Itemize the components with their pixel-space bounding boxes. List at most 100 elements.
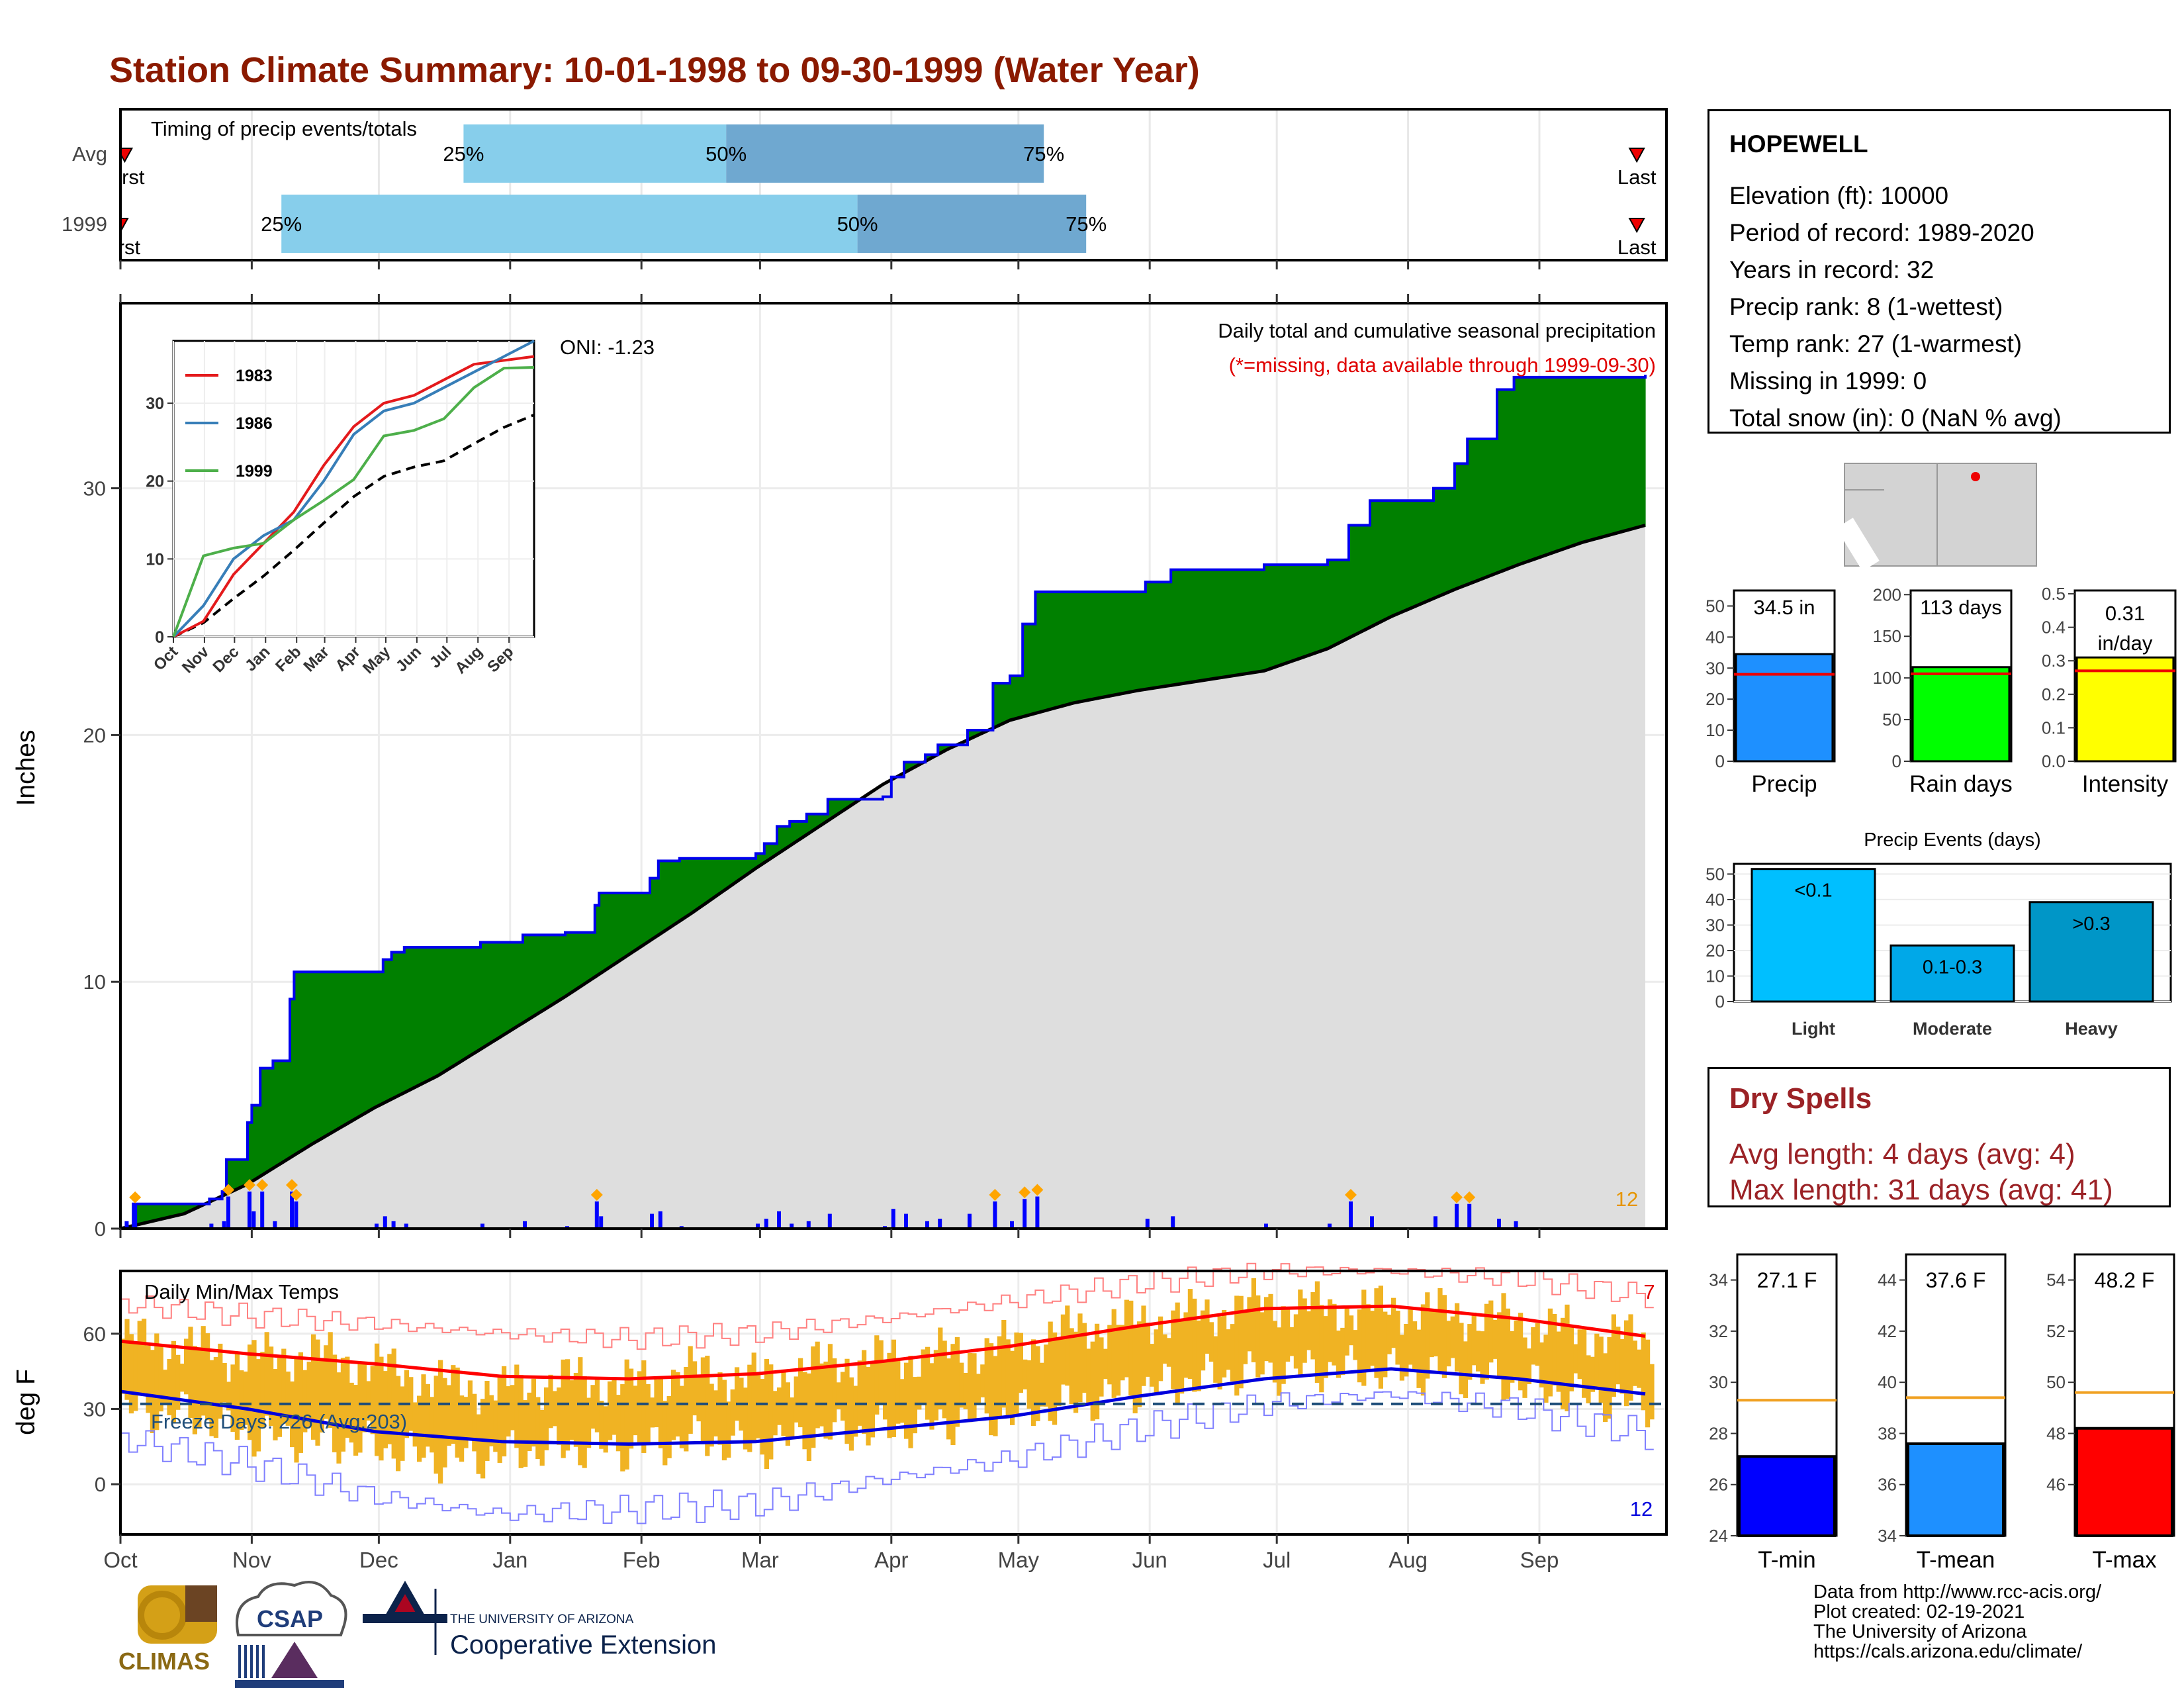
footer-note: Data from http://www.rcc-acis.org/ Plot …	[1813, 1582, 2101, 1662]
precip-surplus-segment	[1319, 565, 1324, 651]
temp-range-bar	[650, 1397, 655, 1427]
precip-surplus-segment	[510, 943, 515, 1031]
precip-surplus-segment	[1218, 570, 1222, 679]
events-bar-label: 0.1-0.3	[1923, 957, 1982, 978]
precip-surplus-segment	[1255, 570, 1260, 673]
mini-bar-name: Rain days	[1909, 771, 2013, 797]
temp-range-bar	[1124, 1300, 1129, 1378]
temp-range-bar	[688, 1346, 693, 1434]
temp-range-bar	[438, 1360, 443, 1484]
precip-surplus-segment	[1019, 676, 1023, 718]
temp-range-bar	[451, 1365, 455, 1444]
precip-surplus-segment	[586, 933, 591, 983]
events-y-tick-label: 0	[1715, 992, 1725, 1011]
csap-mountain	[271, 1642, 318, 1678]
precip-surplus-segment	[447, 947, 451, 1070]
location-map	[1844, 463, 2036, 566]
temp-range-bar	[1175, 1303, 1180, 1403]
precip-daily-bar	[659, 1211, 662, 1229]
precip-daily-bar	[1023, 1199, 1026, 1229]
precip-surplus-segment	[1328, 560, 1332, 649]
temp-bar-value-label: 27.1 F	[1757, 1268, 1817, 1292]
timing-bar-early	[463, 124, 726, 183]
precip-surplus-segment	[1612, 377, 1616, 535]
precip-surplus-segment	[1031, 624, 1036, 715]
temp-range-bar	[1044, 1344, 1048, 1407]
station-detail-line: Missing in 1999: 0	[1729, 363, 2149, 400]
precip-surplus-segment	[1408, 500, 1413, 609]
precip-surplus-segment	[1518, 377, 1523, 565]
precip-daily-bar	[1171, 1216, 1175, 1229]
precip-surplus-segment	[1281, 565, 1286, 665]
temp-range-bar	[222, 1363, 227, 1402]
precip-surplus-segment	[1040, 592, 1044, 712]
temp-range-bar	[1510, 1331, 1514, 1383]
precip-y-axis-label: Inches	[12, 730, 40, 806]
freeze-days-label: Freeze Days: 226 (Avg:203)	[151, 1410, 407, 1433]
inset-y-tick-label: 30	[146, 395, 164, 413]
precip-surplus-segment	[1107, 592, 1112, 696]
precip-surplus-segment	[633, 893, 637, 952]
precip-daily-bar	[294, 1201, 298, 1229]
temp-range-bar	[773, 1391, 778, 1435]
timing-marker-label: Last	[1617, 165, 1657, 189]
temp-range-bar	[1010, 1351, 1015, 1425]
precip-surplus-segment	[1175, 570, 1180, 685]
precip-surplus-segment	[1294, 565, 1298, 661]
temp-range-bar	[540, 1410, 545, 1466]
precip-surplus-segment	[1061, 592, 1066, 706]
precip-surplus-segment	[629, 893, 633, 955]
temp-range-bar	[1615, 1327, 1620, 1384]
temp-range-bar	[1298, 1289, 1302, 1375]
temp-range-bar	[574, 1373, 578, 1447]
precip-surplus-segment	[662, 861, 667, 933]
precip-daily-bar	[993, 1201, 997, 1229]
precip-surplus-segment	[671, 861, 676, 927]
temp-range-bar	[959, 1363, 964, 1408]
events-category-label: Heavy	[2065, 1019, 2118, 1039]
precip-surplus-segment	[502, 943, 506, 1037]
precip-surplus-segment	[138, 1204, 142, 1225]
precip-surplus-segment	[392, 952, 396, 1099]
temp-range-bar	[180, 1364, 185, 1391]
precip-surplus-segment	[1628, 377, 1633, 530]
dry-spells-box: Dry Spells Avg length: 4 days (avg: 4) M…	[1707, 1067, 2171, 1207]
temp-range-bar	[417, 1396, 422, 1462]
precip-surplus-segment	[311, 972, 316, 1145]
precip-surplus-segment	[625, 893, 629, 957]
precip-surplus-segment	[1463, 463, 1468, 586]
precip-surplus-segment	[1099, 592, 1103, 698]
mini-bar-y-tick-label: 0.5	[2042, 584, 2066, 604]
temp-range-bar	[794, 1376, 799, 1422]
precip-surplus-segment	[1565, 377, 1569, 549]
temp-range-bar	[811, 1346, 815, 1448]
temp-range-bar	[569, 1380, 574, 1440]
ua-cooperative-extension: Cooperative Extension	[450, 1630, 716, 1660]
precip-surplus-segment	[1543, 377, 1548, 556]
precip-missing-count: 12	[1615, 1188, 1638, 1211]
month-tick-label: Jul	[1263, 1548, 1291, 1572]
precip-surplus-segment	[713, 859, 718, 898]
precip-surplus-segment	[1416, 500, 1421, 606]
precip-surplus-segment	[375, 972, 379, 1107]
temp-range-bar	[1150, 1344, 1154, 1387]
precip-surplus-segment	[1213, 570, 1218, 679]
temp-range-bar	[379, 1357, 383, 1461]
precip-surplus-segment	[540, 935, 545, 1012]
temp-range-bar	[1522, 1337, 1527, 1397]
precip-daily-bar	[968, 1214, 972, 1229]
precip-surplus-segment	[1273, 565, 1277, 668]
temp-range-bar	[1430, 1311, 1434, 1357]
temp-range-bar	[946, 1358, 951, 1439]
temp-range-bar	[1472, 1313, 1477, 1366]
temp-range-bar	[883, 1362, 887, 1419]
timing-pct-label: 50%	[705, 142, 747, 165]
mini-bar-value-label: 34.5 in	[1753, 596, 1815, 619]
temp-range-bar	[1268, 1294, 1273, 1363]
precip-daily-bar	[650, 1214, 654, 1229]
precip-surplus-segment	[1188, 570, 1193, 683]
temp-range-bar	[713, 1390, 718, 1436]
precip-surplus-segment	[265, 1068, 269, 1174]
temp-range-bar	[756, 1374, 760, 1438]
precip-surplus-segment	[1289, 565, 1294, 662]
